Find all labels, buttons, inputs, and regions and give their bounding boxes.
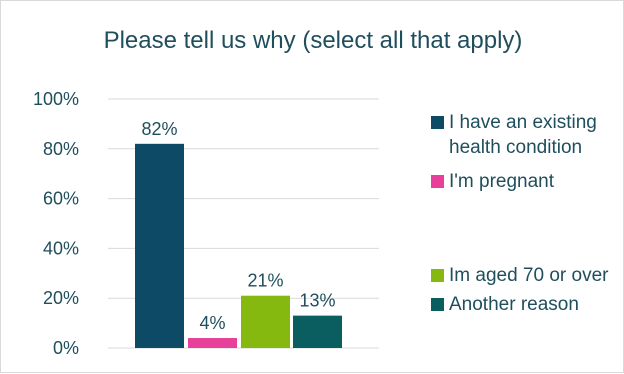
legend-item: Another reason [431,292,621,317]
y-tick-label: 40% [43,238,79,258]
y-tick-label: 0% [53,338,79,358]
legend-item: I'm pregnant [431,169,621,194]
y-tick-label: 60% [43,189,79,209]
bar [135,143,184,348]
legend-label: Another reason [449,294,579,315]
data-label: 21% [247,271,283,291]
chart-title: Please tell us why (select all that appl… [103,27,523,54]
bar [293,315,342,348]
legend-swatch [431,269,444,282]
bar [241,295,290,348]
legend-label: I'm pregnant [449,171,555,192]
legend-swatch [431,116,444,129]
data-label: 13% [299,291,335,311]
legend-label: Im aged 70 or over [449,265,609,286]
legend-swatch [431,175,444,188]
legend-item: I have an existing health condition [431,110,621,160]
data-label: 82% [141,119,177,139]
legend-item: Im aged 70 or over [431,263,621,288]
data-label: 4% [199,313,225,333]
legend-label: I have an existing health condition [449,112,597,158]
y-tick-label: 100% [33,89,79,109]
y-tick-label: 80% [43,139,79,159]
y-tick-label: 20% [43,288,79,308]
legend-swatch [431,298,444,311]
bar [188,338,237,348]
